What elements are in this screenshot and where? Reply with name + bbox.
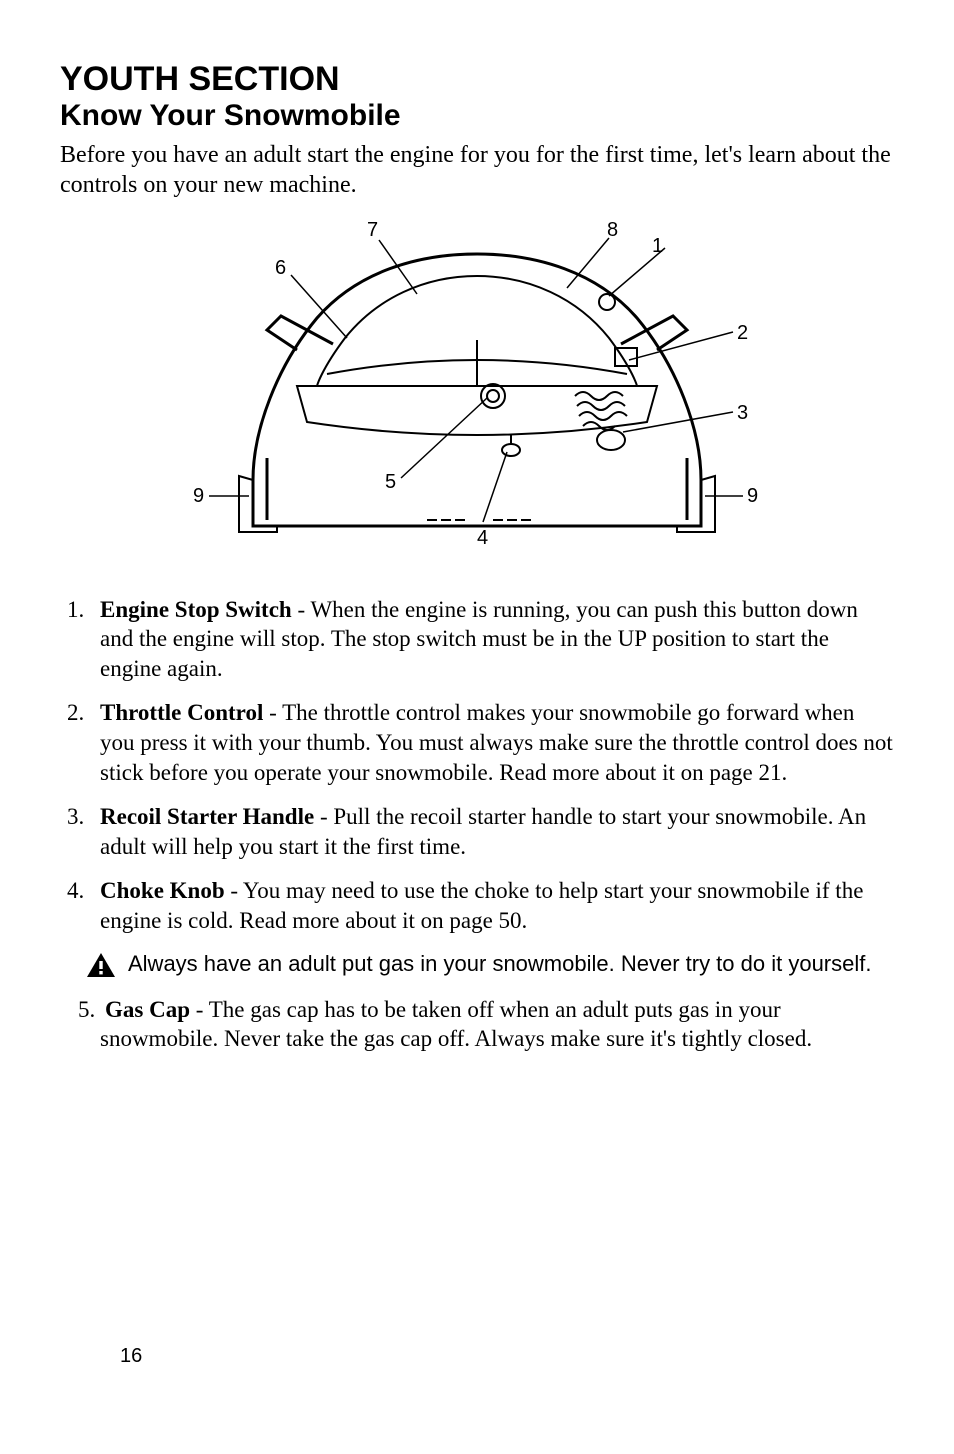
controls-list: Engine Stop Switch - When the engine is … xyxy=(60,595,894,936)
list-item: Throttle Control - The throttle control … xyxy=(90,698,894,788)
item-label: Recoil Starter Handle xyxy=(100,804,314,829)
svg-text:4: 4 xyxy=(477,527,488,549)
snowmobile-diagram: 1 2 3 4 5 6 7 8 9 9 xyxy=(60,220,894,565)
svg-text:9: 9 xyxy=(747,485,758,507)
svg-text:1: 1 xyxy=(652,235,663,257)
list-item: Recoil Starter Handle - Pull the recoil … xyxy=(90,802,894,862)
sub-heading: Know Your Snowmobile xyxy=(60,99,894,134)
warning-callout: Always have an adult put gas in your sno… xyxy=(86,950,894,983)
svg-text:9: 9 xyxy=(193,485,204,507)
item-label: Throttle Control xyxy=(100,700,263,725)
list-item-5: 5. Gas Cap - The gas cap has to be taken… xyxy=(60,995,894,1055)
svg-text:2: 2 xyxy=(737,322,748,344)
svg-text:6: 6 xyxy=(275,257,286,279)
intro-paragraph: Before you have an adult start the engin… xyxy=(60,140,894,200)
warning-icon xyxy=(86,952,116,983)
main-heading: YOUTH SECTION xyxy=(60,60,894,99)
diagram-svg: 1 2 3 4 5 6 7 8 9 9 xyxy=(177,220,777,560)
item-label: Choke Knob xyxy=(100,878,225,903)
page-number: 16 xyxy=(120,1345,142,1368)
svg-text:8: 8 xyxy=(607,220,618,241)
item5-number: 5. xyxy=(78,997,95,1022)
svg-text:3: 3 xyxy=(737,402,748,424)
list-item: Choke Knob - You may need to use the cho… xyxy=(90,876,894,936)
item5-text: - The gas cap has to be taken off when a… xyxy=(100,997,812,1052)
svg-text:5: 5 xyxy=(385,471,396,493)
list-item: Engine Stop Switch - When the engine is … xyxy=(90,595,894,685)
item5-label: Gas Cap xyxy=(105,997,190,1022)
item-label: Engine Stop Switch xyxy=(100,597,292,622)
svg-text:7: 7 xyxy=(367,220,378,241)
warning-text: Always have an adult put gas in your sno… xyxy=(128,950,871,979)
